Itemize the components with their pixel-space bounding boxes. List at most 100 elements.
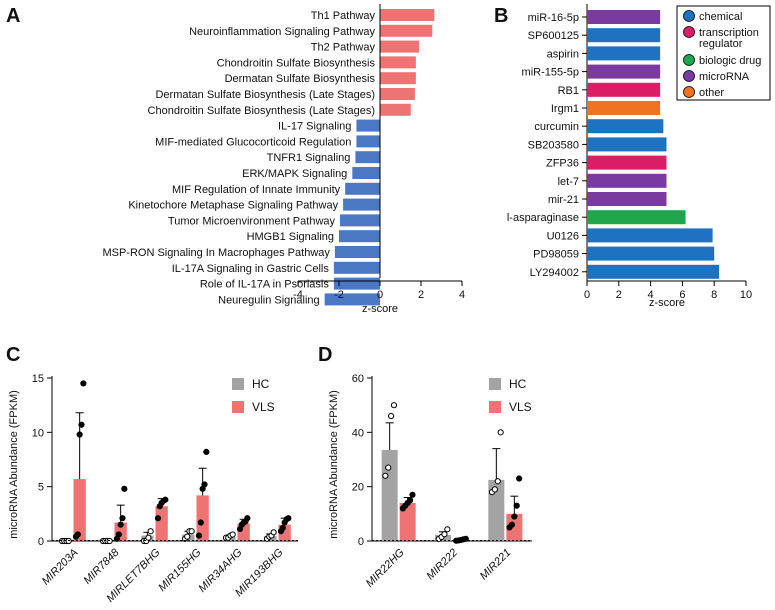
bar-b-6 [587, 119, 664, 134]
category-label-a-0: Th1 Pathway [311, 10, 376, 22]
x-tick-label-b-3: 6 [679, 289, 685, 301]
legend-label-d-0: HC [509, 377, 527, 391]
bar-a-16 [333, 261, 380, 274]
y-tick-label-c-1: 5 [38, 482, 44, 494]
point-c-vls-2-0 [154, 515, 162, 522]
point-c-vls-0-2 [76, 431, 83, 438]
category-label-c-0: MIR203A [40, 547, 81, 588]
x-tick-label-a-2: 0 [377, 289, 383, 301]
category-label-a-14: HMGB1 Signaling [247, 231, 334, 243]
category-label-b-8: ZFP36 [546, 158, 579, 170]
bar-a-9 [355, 151, 380, 164]
x-axis-title-b: z-score [649, 297, 685, 309]
legend-swatch-c-1 [232, 401, 244, 413]
bar-b-2 [587, 46, 661, 61]
point-c-vls-3-3 [201, 481, 208, 488]
bar-c-vls-0 [73, 479, 86, 541]
legend-swatch-b-0 [683, 10, 695, 22]
legend-label-b-1-0: transcription [699, 27, 759, 39]
legend-label-b-2-0: biologic drug [699, 55, 761, 67]
category-label-a-17: Role of IL-17A in Psoriasis [200, 279, 330, 291]
panel-label-c: C [6, 344, 20, 366]
legend-swatch-b-4 [683, 86, 695, 98]
category-label-b-0: miR-16-5p [528, 12, 579, 24]
point-d-hc-1-3 [444, 526, 451, 533]
panel-label-a: A [6, 5, 20, 27]
category-label-a-18: Neuregulin Signaling [218, 294, 320, 306]
chart-b-upstream-regulators: miR-16-5p SP600125 aspirin miR-155-5p RB1 Irg… [507, 4, 771, 309]
y-tick-label-c-2: 10 [32, 427, 44, 439]
category-label-a-6: Chondroitin Sulfate Biosynthesis (Late S… [148, 105, 375, 117]
point-c-vls-2-4 [162, 496, 169, 503]
bar-a-4 [380, 72, 416, 85]
x-tick-label-a-3: 2 [418, 289, 424, 301]
point-d-vls-2-1 [508, 521, 516, 528]
category-label-b-7: SB203580 [528, 139, 579, 151]
chart-c-mirna-abundance: 0 5 10 15 microRNA Abundance (FPKM) MIR203A MI… [8, 373, 298, 605]
point-d-hc-0-3 [390, 402, 398, 409]
bar-b-12 [587, 228, 713, 243]
point-d-vls-0-3 [406, 497, 414, 504]
category-label-c-1: MIR7848 [82, 546, 123, 587]
category-label-a-10: ERK/MAPK Signaling [242, 168, 347, 180]
x-tick-label-a-4: 4 [459, 289, 465, 301]
category-label-b-10: mir-21 [548, 194, 579, 206]
bar-a-11 [345, 182, 380, 195]
y-axis-title-c: microRNA Abundance (FPKM) [8, 390, 20, 539]
point-c-hc-5-3 [270, 529, 277, 536]
bar-b-13 [587, 246, 715, 261]
point-c-vls-0-1 [74, 531, 81, 538]
category-label-a-9: TNFR1 Signaling [267, 152, 351, 164]
y-tick-label-d-3: 60 [352, 373, 364, 385]
point-d-vls-2-4 [516, 475, 523, 482]
category-label-b-14: LY294002 [530, 267, 579, 279]
category-label-b-11: l-asparaginase [507, 212, 579, 224]
category-label-b-1: SP600125 [528, 30, 579, 42]
legend-label-c-0: HC [252, 377, 270, 391]
bar-a-15 [334, 246, 380, 258]
y-tick-label-d-1: 20 [352, 482, 364, 494]
point-d-hc-0-1 [385, 464, 392, 471]
point-c-vls-3-0 [195, 532, 203, 539]
bar-b-4 [587, 82, 661, 97]
bar-b-5 [587, 101, 661, 115]
bar-c-vls-3 [196, 495, 209, 541]
bar-a-13 [340, 214, 380, 227]
legend-label-b-4-0: other [699, 87, 724, 99]
point-c-vls-0-3 [78, 421, 85, 428]
point-d-hc-2-1 [491, 486, 498, 493]
legend-label-c-1: VLS [252, 400, 275, 414]
category-label-b-2: aspirin [547, 48, 579, 60]
bar-a-18 [324, 293, 380, 306]
point-c-vls-3-1 [197, 519, 204, 526]
category-label-a-8: MIF-mediated Glucocorticoid Regulation [155, 136, 351, 148]
category-label-a-12: Kinetochore Metaphase Signaling Pathway [128, 200, 338, 212]
bar-a-8 [356, 135, 380, 148]
category-label-a-5: Dermatan Sulfate Biosynthesis (Late Stag… [155, 89, 375, 101]
y-tick-label-c-0: 0 [38, 536, 44, 548]
point-c-hc-2-2 [145, 534, 152, 541]
point-c-vls-1-2 [117, 521, 124, 528]
panel-label-d: D [318, 344, 332, 366]
bar-a-6 [380, 103, 411, 116]
legend-label-b-3-0: microRNA [699, 71, 750, 83]
category-label-b-13: PD98059 [533, 249, 579, 261]
category-label-a-13: Tumor Microenvironment Pathway [168, 215, 336, 227]
category-label-d-1: MIR222 [424, 547, 460, 583]
bar-a-0 [380, 9, 435, 21]
chart-d-mirna-abundance: 0 20 40 60 microRNA Abundance (FPKM) MIR22HG M… [328, 373, 532, 590]
x-tick-label-a-1: -2 [334, 289, 344, 301]
point-c-hc-4-3 [229, 531, 236, 538]
bar-a-3 [380, 56, 416, 69]
legend-label-b-1-1: regulator [699, 38, 743, 50]
legend-label-b-0-0: chemical [699, 11, 742, 23]
point-d-vls-0-4 [409, 491, 416, 498]
point-c-hc-2-3 [147, 528, 154, 535]
bar-b-11 [587, 210, 686, 225]
point-d-hc-2-3 [497, 429, 504, 436]
legend-swatch-d-1 [489, 401, 501, 413]
panel-label-b: B [494, 5, 508, 27]
bar-a-7 [356, 119, 380, 132]
x-tick-label-b-0: 0 [584, 289, 590, 301]
